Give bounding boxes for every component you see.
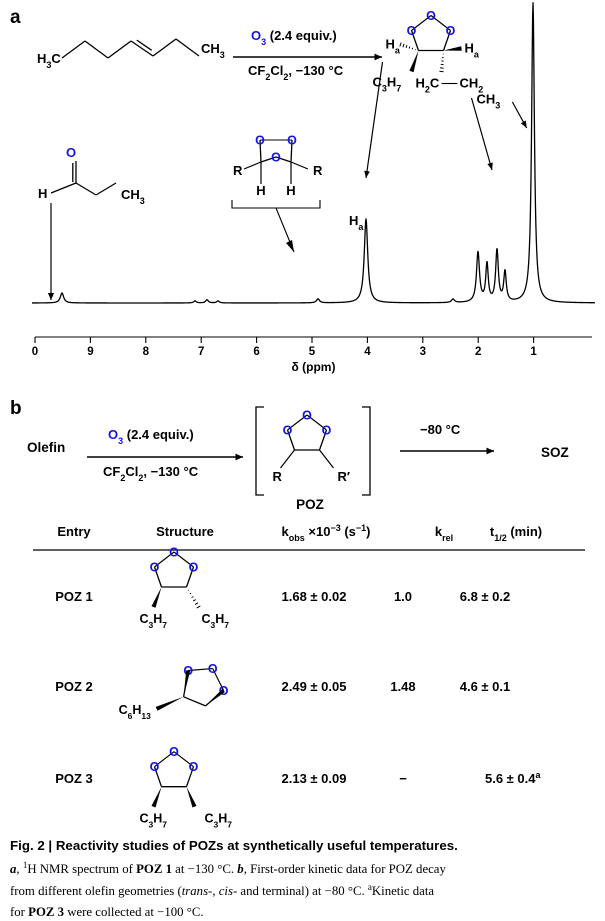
svg-text:H2C: H2C bbox=[416, 76, 440, 95]
svg-text:O: O bbox=[283, 424, 293, 438]
svg-text:from different olefin geometri: from different olefin geometries (trans-… bbox=[10, 882, 434, 898]
svg-text:POZ 3: POZ 3 bbox=[55, 771, 93, 786]
svg-text:Fig. 2 | Reactivity studies of: Fig. 2 | Reactivity studies of POZs at s… bbox=[10, 838, 458, 853]
svg-text:5.6 ± 0.4a: 5.6 ± 0.4a bbox=[485, 770, 542, 786]
svg-text:O: O bbox=[255, 134, 265, 148]
svg-text:kobs ×10−3 (s−1): kobs ×10−3 (s−1) bbox=[282, 523, 371, 543]
svg-text:CH3: CH3 bbox=[477, 92, 501, 111]
svg-text:δ (ppm): δ (ppm) bbox=[292, 360, 336, 374]
svg-text:R′: R′ bbox=[338, 469, 351, 484]
svg-text:O: O bbox=[189, 760, 199, 774]
svg-text:Entry: Entry bbox=[57, 524, 91, 539]
svg-text:CF2Cl2, −130 °C: CF2Cl2, −130 °C bbox=[248, 63, 344, 82]
svg-text:2.49 ± 0.05: 2.49 ± 0.05 bbox=[282, 679, 347, 694]
svg-text:4.6 ± 0.1: 4.6 ± 0.1 bbox=[460, 679, 511, 694]
svg-text:a, 1H NMR spectrum of POZ 1 at: a, 1H NMR spectrum of POZ 1 at −130 °C. … bbox=[10, 860, 446, 876]
svg-text:t1/2 (min): t1/2 (min) bbox=[490, 524, 542, 543]
svg-text:3: 3 bbox=[420, 346, 426, 358]
svg-text:POZ 2: POZ 2 bbox=[55, 679, 93, 694]
svg-text:O: O bbox=[271, 151, 281, 165]
svg-text:O: O bbox=[169, 546, 179, 560]
svg-text:O: O bbox=[208, 662, 218, 676]
svg-text:O: O bbox=[446, 24, 456, 38]
svg-text:O: O bbox=[302, 409, 312, 423]
svg-text:2.13 ± 0.09: 2.13 ± 0.09 bbox=[282, 771, 347, 786]
svg-text:C3H7: C3H7 bbox=[373, 75, 402, 94]
svg-text:b: b bbox=[10, 398, 22, 419]
svg-text:O3 (2.4 equiv.): O3 (2.4 equiv.) bbox=[108, 427, 194, 446]
svg-text:2: 2 bbox=[475, 346, 481, 358]
svg-text:Ha: Ha bbox=[465, 41, 480, 60]
svg-text:O: O bbox=[150, 561, 160, 575]
svg-text:H: H bbox=[38, 186, 47, 201]
svg-text:H: H bbox=[286, 183, 295, 198]
svg-text:C3H7: C3H7 bbox=[140, 812, 168, 830]
svg-text:Ha: Ha bbox=[349, 213, 364, 232]
svg-text:−: − bbox=[399, 771, 407, 786]
svg-text:O: O bbox=[426, 9, 436, 23]
svg-text:0: 0 bbox=[32, 346, 38, 358]
svg-text:Ha: Ha bbox=[386, 37, 401, 56]
svg-text:O: O bbox=[407, 24, 417, 38]
svg-text:for POZ 3 were collected at −1: for POZ 3 were collected at −100 °C. bbox=[10, 905, 204, 919]
svg-text:CH3: CH3 bbox=[201, 41, 225, 60]
svg-text:1.0: 1.0 bbox=[394, 589, 412, 604]
svg-text:1.68 ± 0.02: 1.68 ± 0.02 bbox=[282, 589, 347, 604]
svg-text:POZ 1: POZ 1 bbox=[55, 589, 93, 604]
svg-text:9: 9 bbox=[87, 346, 93, 358]
svg-text:5: 5 bbox=[309, 346, 316, 358]
svg-text:krel: krel bbox=[435, 524, 453, 543]
svg-text:6: 6 bbox=[253, 346, 259, 358]
svg-text:H3C: H3C bbox=[37, 51, 61, 70]
svg-text:CH3: CH3 bbox=[121, 187, 145, 206]
svg-text:H: H bbox=[256, 183, 265, 198]
svg-text:C3H7: C3H7 bbox=[205, 812, 233, 830]
svg-text:C6H13: C6H13 bbox=[119, 703, 152, 721]
svg-text:6.8 ± 0.2: 6.8 ± 0.2 bbox=[460, 589, 511, 604]
svg-text:8: 8 bbox=[143, 346, 150, 358]
svg-text:R: R bbox=[313, 163, 323, 178]
svg-text:R: R bbox=[273, 469, 283, 484]
svg-text:a: a bbox=[10, 7, 21, 28]
svg-text:4: 4 bbox=[364, 346, 371, 358]
svg-text:7: 7 bbox=[198, 346, 204, 358]
svg-text:C3H7: C3H7 bbox=[202, 612, 230, 630]
svg-text:Olefin: Olefin bbox=[27, 440, 65, 455]
svg-text:Structure: Structure bbox=[156, 524, 214, 539]
svg-text:O: O bbox=[169, 745, 179, 759]
svg-text:O: O bbox=[150, 760, 160, 774]
svg-text:O: O bbox=[66, 145, 76, 160]
svg-text:O: O bbox=[189, 561, 199, 575]
svg-text:1: 1 bbox=[530, 346, 537, 358]
svg-text:O3 (2.4 equiv.): O3 (2.4 equiv.) bbox=[251, 28, 337, 47]
svg-text:C3H7: C3H7 bbox=[140, 612, 168, 630]
svg-text:O: O bbox=[287, 134, 297, 148]
svg-text:−80 °C: −80 °C bbox=[420, 422, 461, 437]
svg-text:CF2Cl2, −130 °C: CF2Cl2, −130 °C bbox=[103, 464, 199, 483]
svg-text:O: O bbox=[322, 424, 332, 438]
svg-text:POZ: POZ bbox=[296, 497, 324, 512]
svg-text:SOZ: SOZ bbox=[541, 445, 569, 460]
svg-text:1.48: 1.48 bbox=[390, 679, 415, 694]
svg-text:R: R bbox=[233, 163, 243, 178]
